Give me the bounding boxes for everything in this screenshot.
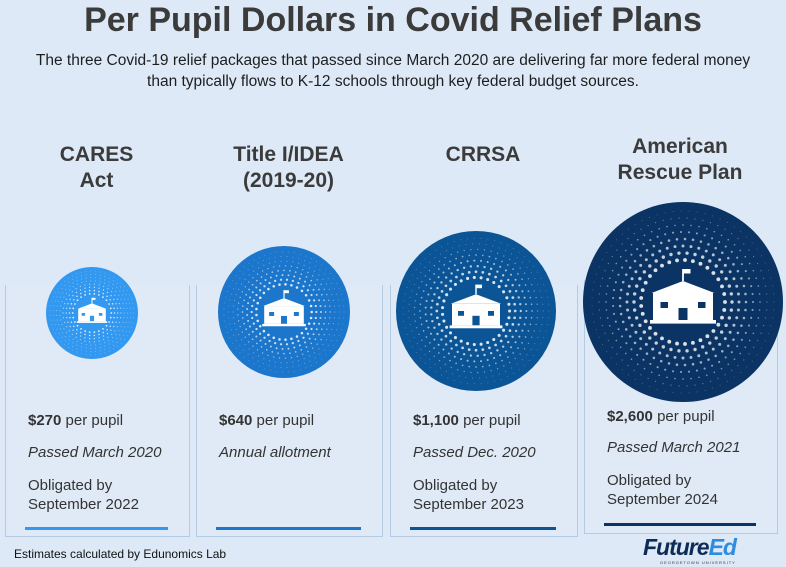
amount-value: $2,600 [607, 408, 653, 425]
school-building-icon [650, 269, 716, 324]
value-circle [583, 202, 783, 402]
amount-unit: per pupil [657, 408, 715, 425]
page-title: Per Pupil Dollars in Covid Relief Plans [84, 1, 702, 39]
page-subtitle: The three Covid-19 relief packages that … [35, 52, 751, 90]
value-circle [218, 246, 350, 378]
per-pupil-amount: $640 per pupil [219, 412, 314, 429]
card-title-line: Rescue Plan [617, 161, 743, 184]
futureed-logo: FutureEd [643, 534, 737, 560]
card-title: Title I/IDEA (2019-20) [196, 142, 381, 194]
amount-value: $640 [219, 412, 253, 429]
school-building-icon [76, 297, 108, 323]
obligated-date: September 2024 [607, 491, 718, 508]
value-circle [46, 267, 138, 359]
passed-date: Annual allotment [219, 444, 331, 461]
amount-unit: per pupil [65, 412, 124, 429]
obligated-label: Obligated by [28, 477, 113, 494]
passed-date: Passed March 2021 [607, 439, 741, 456]
card-title-line: Act [79, 169, 114, 192]
amount-value: $270 [28, 412, 62, 429]
card-title: CARES Act [5, 142, 188, 194]
card-title: American Rescue Plan [584, 134, 776, 186]
obligated-label: Obligated by [413, 477, 498, 494]
per-pupil-amount: $270 per pupil [28, 412, 123, 429]
card-title-line: American [632, 135, 728, 158]
obligated-date: September 2022 [28, 496, 139, 513]
card-title-line: (2019-20) [242, 169, 335, 192]
obligated-label: Obligated by [607, 472, 692, 489]
amount-unit: per pupil [256, 412, 315, 429]
footnote: Estimates calculated by Edunomics Lab [14, 547, 227, 561]
amount-unit: per pupil [463, 412, 521, 429]
card-title-line [390, 168, 576, 194]
logo-part-ed: Ed [708, 534, 737, 560]
passed-date: Passed March 2020 [28, 444, 162, 461]
card-underline [25, 527, 168, 530]
logo-part-future: Future [643, 534, 710, 560]
obligated-by: Obligated by September 2023 [413, 476, 524, 514]
card-title-line: Title I/IDEA [233, 143, 344, 166]
obligated-by: Obligated by September 2024 [607, 471, 718, 509]
card-title: CRRSA [390, 142, 576, 194]
school-building-icon [262, 290, 306, 327]
card-title-line: CRRSA [445, 143, 521, 166]
card-title-line: CARES [59, 143, 134, 166]
card-underline [216, 527, 361, 530]
passed-date: Passed Dec. 2020 [413, 444, 536, 461]
value-circle [396, 231, 556, 391]
obligated-date: September 2023 [413, 496, 524, 513]
school-building-icon [449, 284, 503, 329]
amount-value: $1,100 [413, 412, 459, 429]
card-underline [604, 523, 756, 526]
per-pupil-amount: $1,100 per pupil [413, 412, 521, 429]
per-pupil-amount: $2,600 per pupil [607, 408, 715, 425]
card-underline [410, 527, 556, 530]
logo-subtitle: GEORGETOWN UNIVERSITY [660, 560, 736, 565]
obligated-by: Obligated by September 2022 [28, 476, 139, 514]
